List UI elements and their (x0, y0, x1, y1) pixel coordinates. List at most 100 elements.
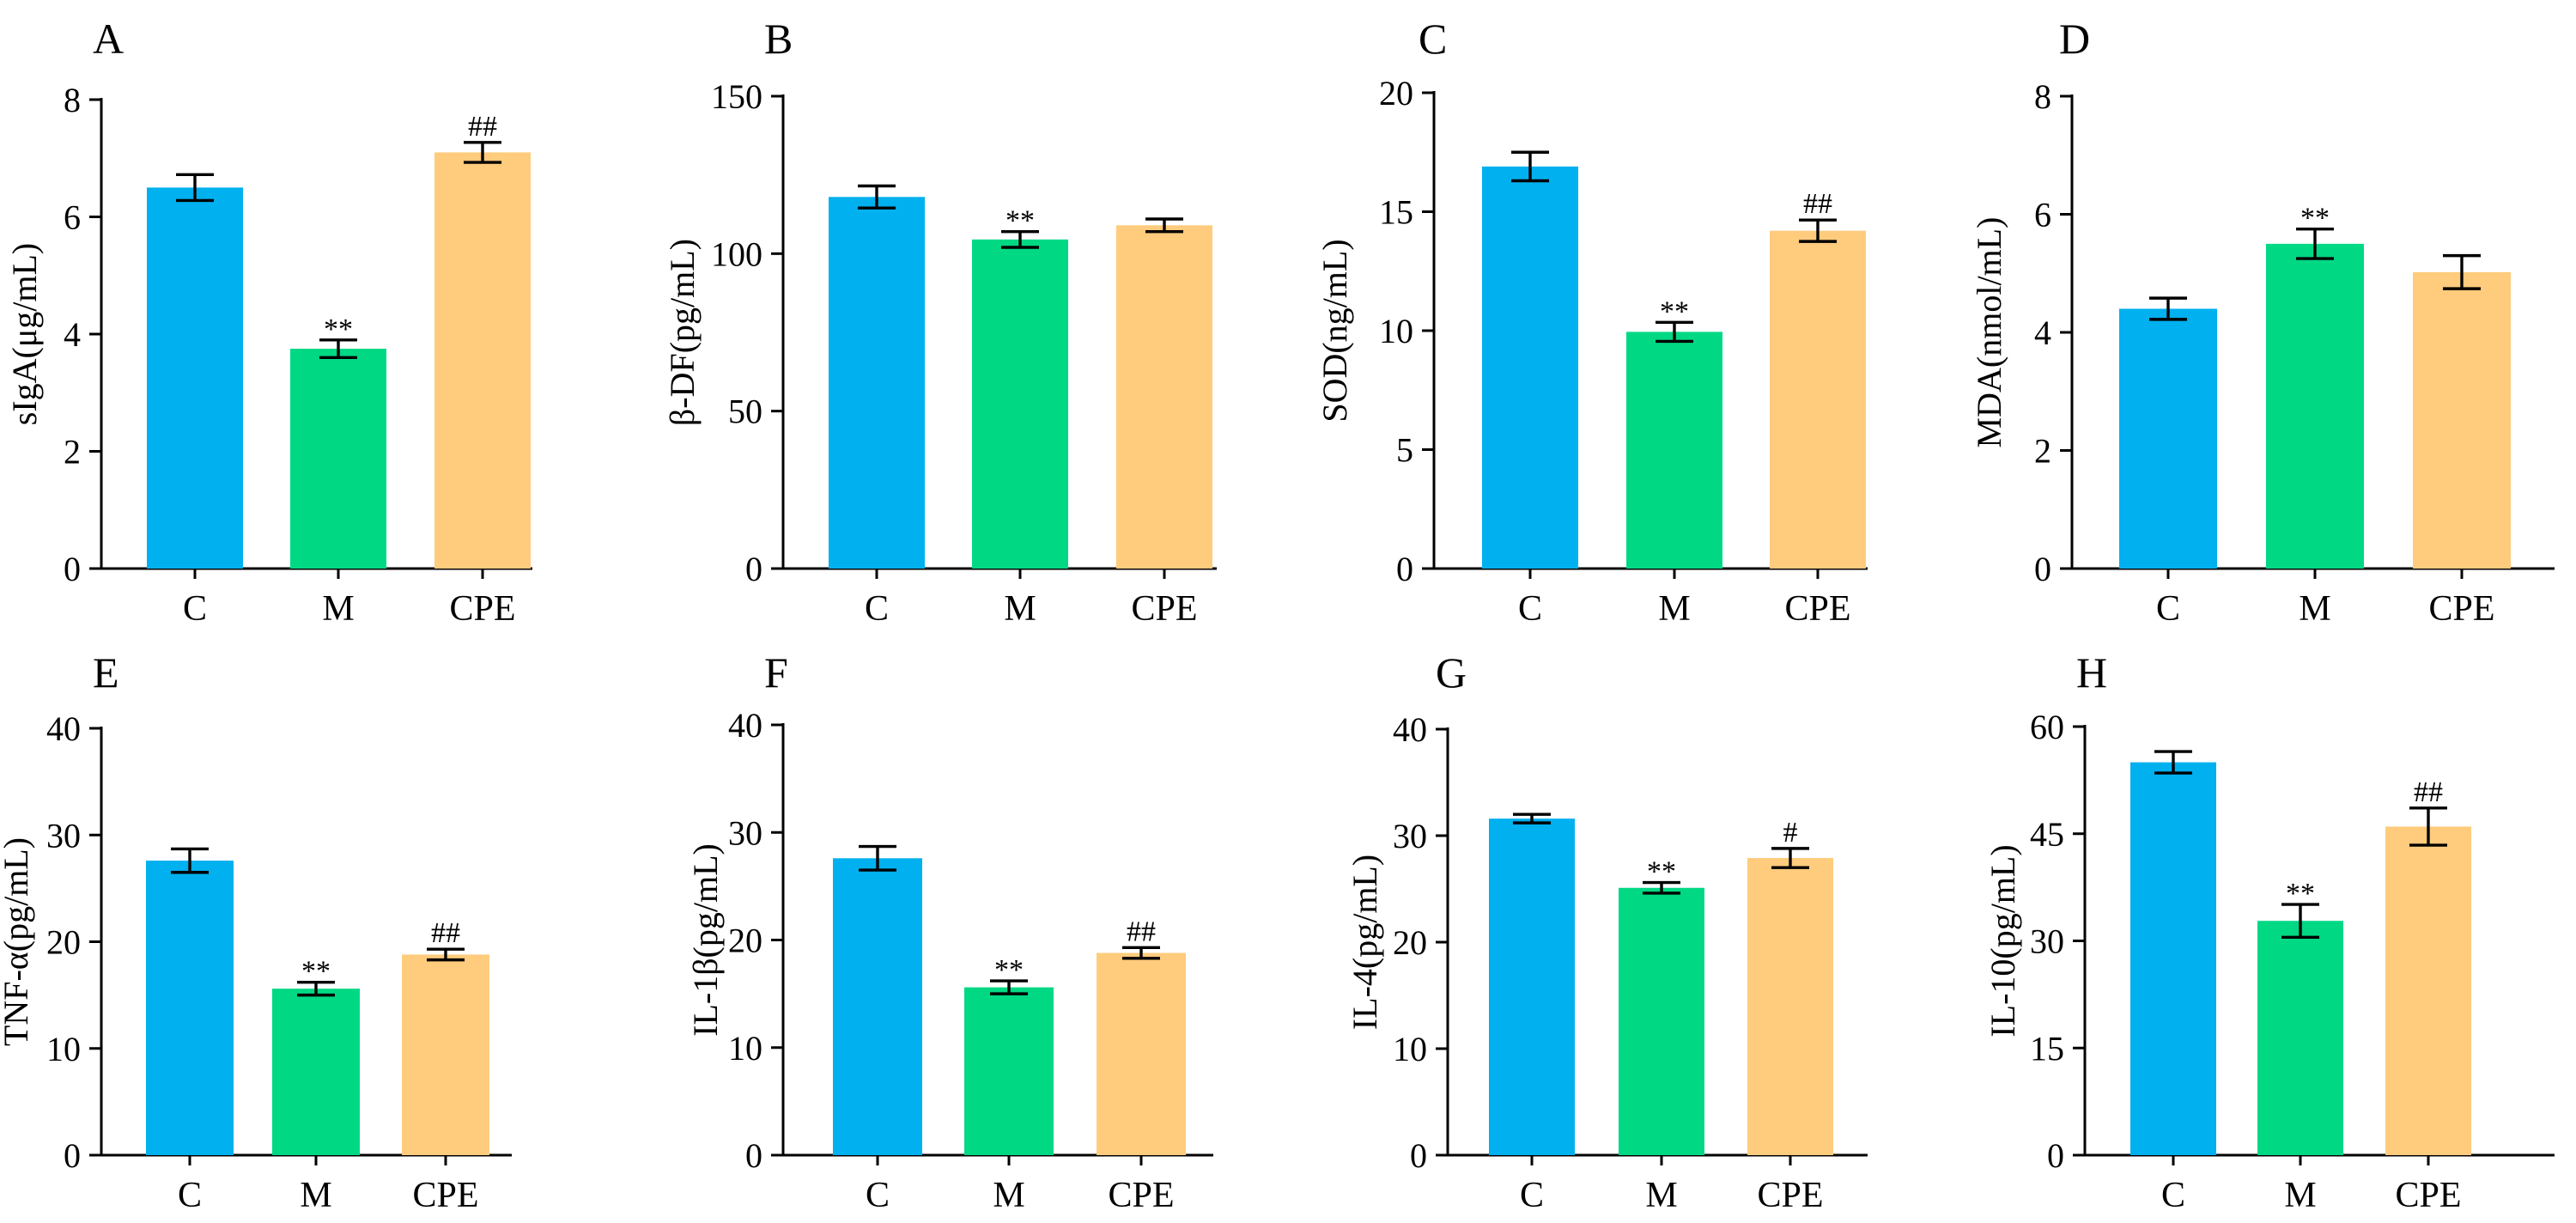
y-tick-label: 60 (2030, 708, 2064, 746)
y-axis-label: β-DF(pg/mL) (663, 239, 702, 426)
x-category-label: M (2284, 1176, 2316, 1215)
y-axis-label: SOD(ng/mL) (1315, 239, 1354, 422)
bar-m (1619, 887, 1704, 1155)
y-tick-label: 20 (1379, 74, 1413, 113)
y-tick-label: 0 (745, 550, 762, 588)
bar-m (272, 989, 360, 1155)
x-category-label: C (1518, 589, 1542, 629)
y-tick-label: 2 (64, 433, 81, 472)
bar-c (1489, 818, 1575, 1155)
bar-cpe (1116, 225, 1212, 569)
y-tick-label: 20 (46, 923, 81, 962)
chart-panel-h: H IL-10(pg/mL) 0 15 30 45 60 C M ** CPE ## (1984, 648, 2555, 1215)
y-tick-label: 100 (711, 234, 762, 273)
bar-m (1626, 332, 1722, 569)
x-category-label: C (2156, 589, 2180, 629)
significance-label: # (1783, 817, 1798, 849)
y-tick-label: 15 (1379, 193, 1413, 232)
y-axis-label: TNF-α(pg/mL) (0, 837, 35, 1046)
y-tick-label: 30 (2030, 922, 2064, 961)
bar-c (147, 187, 243, 569)
y-tick-label: 2 (2034, 432, 2051, 471)
panel-letter: C (1419, 15, 1447, 63)
x-category-label: C (183, 589, 207, 629)
y-tick-label: 45 (2030, 815, 2064, 854)
significance-label: ** (2286, 878, 2315, 910)
bar-m (290, 349, 386, 569)
y-tick-label: 0 (745, 1136, 762, 1175)
panel-letter: D (2059, 15, 2090, 63)
x-category-label: M (322, 589, 354, 629)
significance-label: ** (324, 313, 353, 345)
x-category-label: CPE (2395, 1176, 2461, 1215)
y-tick-label: 10 (46, 1030, 81, 1068)
x-category-label: CPE (2428, 589, 2494, 629)
panel-letter: G (1436, 648, 1467, 697)
bar-cpe (434, 152, 531, 569)
bar-m (2257, 921, 2343, 1155)
x-category-label: M (993, 1176, 1024, 1215)
y-tick-label: 4 (64, 315, 81, 354)
x-category-label: CPE (1784, 589, 1850, 629)
chart-panel-d: D MDA(nmol/mL) 0 2 4 6 8 C M ** CPE (1970, 15, 2555, 629)
significance-label: ** (301, 956, 331, 988)
y-tick-label: 30 (46, 816, 81, 855)
y-axis-label: MDA(nmol/mL) (1970, 217, 2008, 448)
x-category-label: CPE (412, 1176, 478, 1215)
x-category-label: CPE (1757, 1176, 1823, 1215)
bar-cpe (1747, 858, 1833, 1155)
bar-m (2266, 243, 2364, 569)
bar-cpe (1770, 230, 1866, 569)
y-axis-label: IL-1β(pg/mL) (686, 843, 725, 1037)
chart-panel-f: F IL-1β(pg/mL) 0 10 20 30 40 C M ** CPE ## (686, 648, 1213, 1215)
y-tick-label: 10 (728, 1029, 762, 1068)
panel-letter: H (2076, 648, 2107, 697)
x-category-label: C (866, 1176, 890, 1215)
bar-cpe (1097, 952, 1186, 1155)
bar-c (146, 861, 234, 1155)
y-tick-label: 8 (64, 81, 81, 119)
y-tick-label: 6 (2034, 196, 2051, 234)
y-tick-label: 40 (728, 706, 762, 745)
bar-c (2130, 762, 2216, 1155)
y-tick-label: 0 (1410, 1136, 1427, 1175)
x-category-label: CPE (1131, 589, 1197, 629)
bar-m (964, 987, 1054, 1155)
bar-m (972, 239, 1068, 569)
y-tick-label: 4 (2034, 313, 2051, 352)
panel-letter: B (764, 15, 793, 63)
chart-panel-b: Bβ-DF(pg/mL) 0 50 100 150 C M ** CPE (663, 15, 1217, 629)
x-category-label: C (2161, 1176, 2185, 1215)
significance-label: ## (1127, 916, 1156, 947)
significance-label: ## (2414, 776, 2443, 808)
x-category-label: M (1645, 1176, 1677, 1215)
y-tick-label: 50 (728, 392, 762, 431)
y-tick-label: 0 (2034, 550, 2051, 588)
significance-label: ## (431, 917, 460, 949)
y-axis-label: IL-4(pg/mL) (1346, 855, 1384, 1030)
bar-c (829, 197, 925, 569)
y-tick-label: 40 (1393, 710, 1427, 749)
bar-cpe (402, 954, 489, 1155)
x-category-label: M (300, 1176, 331, 1215)
bar-cpe (2413, 271, 2511, 569)
panel-letter: E (93, 648, 119, 697)
y-tick-label: 40 (46, 709, 81, 748)
bar-c (1482, 166, 1578, 569)
panel-letter: A (93, 15, 124, 63)
x-category-label: C (178, 1176, 202, 1215)
x-category-label: M (1658, 589, 1690, 629)
significance-label: ** (1647, 856, 1676, 888)
significance-label: ** (1005, 205, 1035, 237)
x-category-label: CPE (449, 589, 515, 629)
significance-label: ** (1660, 295, 1689, 327)
significance-label: ## (1803, 188, 1832, 220)
panel-letter: F (764, 648, 788, 697)
x-category-label: M (1004, 589, 1036, 629)
y-tick-label: 10 (1393, 1030, 1427, 1068)
y-tick-label: 0 (64, 550, 81, 588)
significance-label: ** (994, 954, 1024, 986)
significance-label: ## (468, 111, 497, 143)
y-tick-label: 5 (1396, 431, 1413, 470)
